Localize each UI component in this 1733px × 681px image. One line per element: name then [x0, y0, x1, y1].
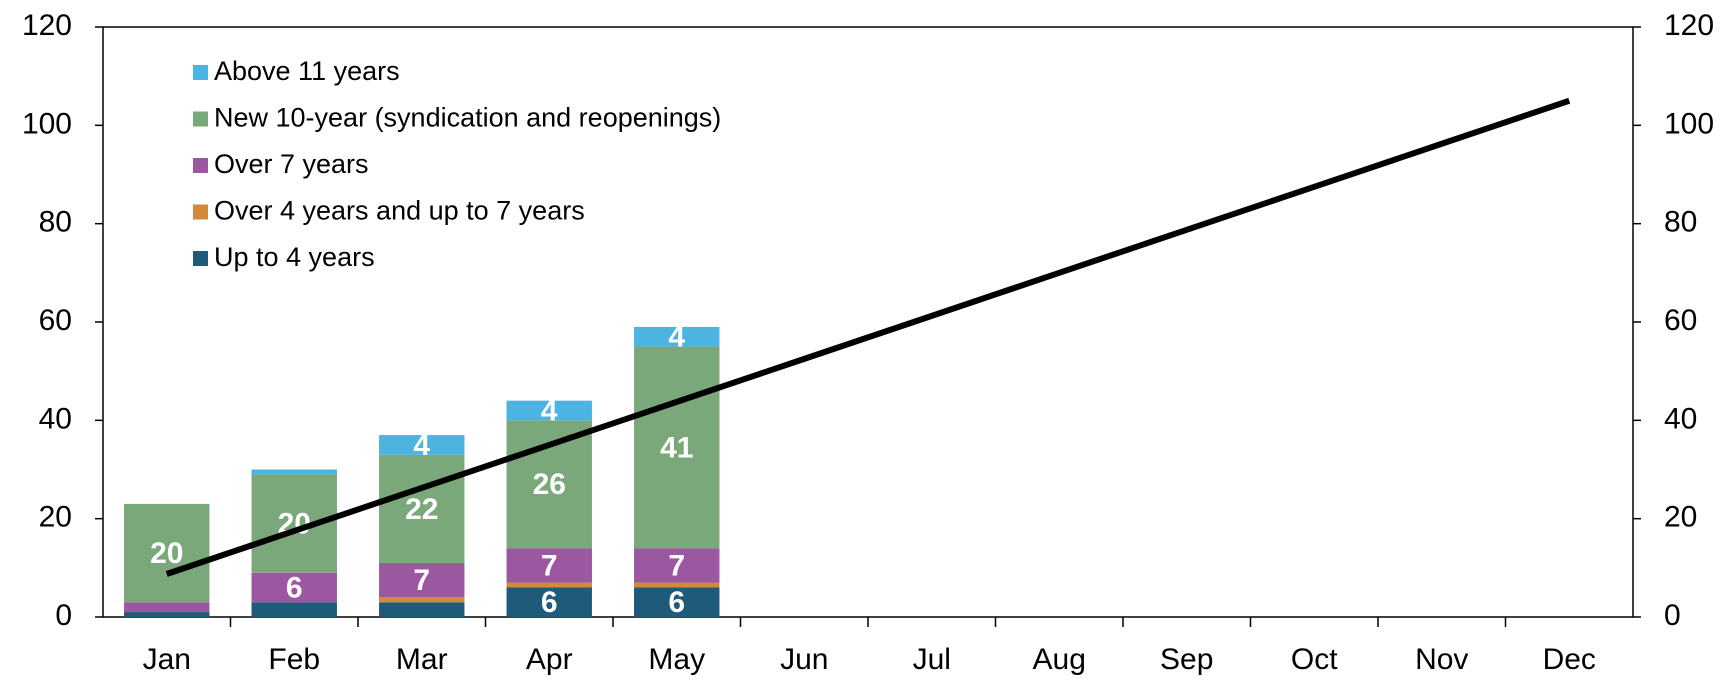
data-label: 20: [150, 537, 183, 570]
data-label: 41: [660, 431, 693, 464]
data-label: 6: [286, 571, 303, 604]
x-tick-label: Jan: [143, 643, 191, 676]
bar-segment: [634, 326, 720, 347]
x-tick-label: Mar: [396, 643, 448, 676]
bar-segment: [506, 400, 592, 421]
data-label: 6: [541, 586, 558, 619]
bar-segment: [506, 548, 592, 583]
legend-label: Up to 4 years: [214, 242, 375, 272]
data-label: 4: [668, 321, 685, 354]
legend-label: New 10-year (syndication and reopenings): [214, 103, 721, 133]
bar-segment: [506, 582, 592, 588]
bar-segment: [251, 602, 337, 617]
x-tick-label: Aug: [1033, 643, 1086, 676]
x-tick-label: Feb: [268, 643, 320, 676]
legend-swatch: [193, 111, 208, 127]
y-tick-label: 80: [39, 206, 72, 239]
bar-segment: [124, 612, 210, 617]
data-label: 4: [413, 429, 430, 462]
y2-tick-label: 60: [1664, 304, 1697, 337]
bar-segment: [379, 454, 465, 563]
x-tick-label: Nov: [1415, 643, 1468, 676]
data-label: 22: [405, 493, 438, 526]
bar-segment: [634, 346, 720, 549]
bar-segment: [124, 503, 210, 603]
x-tick-label: Dec: [1543, 643, 1596, 676]
bar-segment: [251, 572, 337, 603]
y-tick-label: 40: [39, 402, 72, 435]
x-tick-label: May: [648, 643, 705, 676]
y2-tick-label: 80: [1664, 206, 1697, 239]
data-label: 6: [668, 586, 685, 619]
bar-segment: [506, 587, 592, 617]
y2-tick-label: 100: [1664, 107, 1714, 140]
bar-segment: [634, 548, 720, 583]
line-series: [165, 97, 1571, 577]
legend-swatch: [193, 158, 208, 173]
legend-label: Over 4 years and up to 7 years: [214, 196, 585, 226]
bar-segment: [251, 469, 337, 475]
x-tick-label: Jun: [780, 643, 828, 676]
legend-label: Over 7 years: [214, 149, 369, 179]
x-tick-label: Sep: [1160, 643, 1213, 676]
x-tick-label: Jul: [913, 643, 951, 676]
y2-tick-label: 0: [1664, 599, 1681, 632]
y2-tick-label: 20: [1664, 501, 1697, 534]
y2-tick-label: 40: [1664, 402, 1697, 435]
y2-tick-label: 120: [1664, 9, 1714, 42]
x-tick-label: Apr: [526, 643, 573, 676]
data-label: 7: [541, 549, 558, 582]
data-label: 26: [533, 468, 566, 501]
legend-swatch: [193, 65, 208, 80]
bar-segment: [506, 420, 592, 549]
y-tick-label: 60: [39, 304, 72, 337]
data-label: 7: [668, 549, 685, 582]
bar-segment: [634, 587, 720, 617]
legend-swatch: [193, 251, 208, 266]
x-tick-label: Oct: [1291, 643, 1338, 676]
bar-segment: [124, 602, 210, 613]
legend-swatch: [193, 204, 208, 220]
bar-segment: [379, 562, 465, 598]
y-tick-label: 100: [22, 107, 72, 140]
legend-label: Above 11 years: [214, 56, 400, 86]
bar-segment: [379, 602, 465, 617]
data-label: 7: [413, 564, 430, 597]
y-tick-label: 20: [39, 501, 72, 534]
y-tick-label: 0: [55, 599, 72, 632]
bar-segment: [379, 597, 465, 603]
bar-segment: [379, 435, 465, 455]
data-label: 4: [541, 394, 558, 427]
bar-segment: [634, 582, 720, 588]
y-tick-label: 120: [22, 9, 72, 42]
